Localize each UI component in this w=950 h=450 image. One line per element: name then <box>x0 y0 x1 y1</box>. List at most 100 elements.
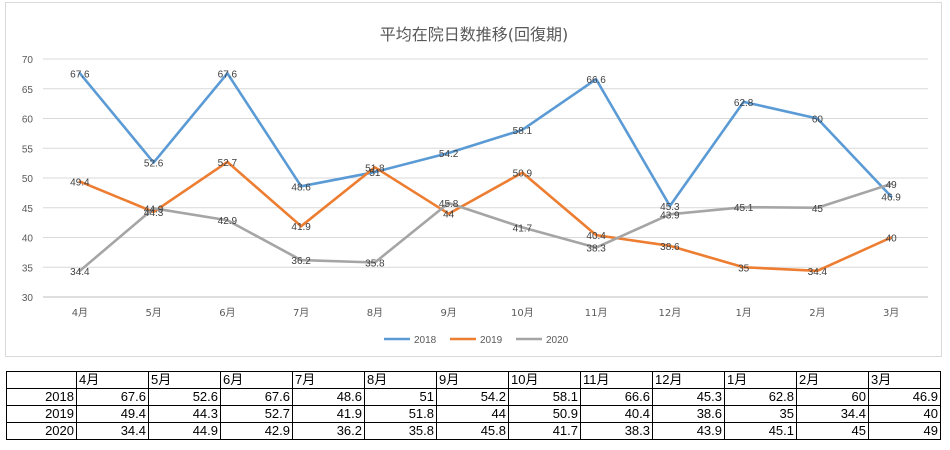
column-header: 10月 <box>508 371 581 389</box>
table-cell: 49 <box>868 422 941 440</box>
table-cell: 54.2 <box>436 388 509 406</box>
table-cell: 35.8 <box>364 422 437 440</box>
column-header: 4月 <box>76 371 149 389</box>
data-label: 50.9 <box>513 169 533 180</box>
series-line-2019 <box>78 160 893 273</box>
x-tick-label: 8月 <box>367 307 383 319</box>
data-label: 41.9 <box>291 222 311 233</box>
table-cell: 51.8 <box>364 405 437 423</box>
table-cell: 51 <box>364 388 437 406</box>
series-line-2020 <box>78 182 893 273</box>
x-tick-label: 1月 <box>735 307 751 319</box>
table-row: 2019 49.4 44.3 52.7 41.9 51.8 44 50.9 40… <box>6 405 941 423</box>
series-lines <box>78 71 893 273</box>
data-label: 45 <box>812 204 824 215</box>
table-corner-cell <box>6 371 77 389</box>
table-cell: 52.7 <box>220 405 293 423</box>
data-label: 48.6 <box>291 182 311 193</box>
column-header: 7月 <box>292 371 365 389</box>
table-cell: 45.3 <box>652 388 725 406</box>
table-cell: 67.6 <box>220 388 293 406</box>
table-cell: 42.9 <box>220 422 293 440</box>
data-label: 38.3 <box>586 244 606 255</box>
column-header: 6月 <box>220 371 293 389</box>
data-label: 58.1 <box>513 126 533 137</box>
row-label: 2020 <box>6 422 77 440</box>
data-label: 44 <box>443 210 455 221</box>
y-axis-ticks: 30 35 40 45 50 55 60 65 70 <box>22 55 34 304</box>
table-cell: 41.7 <box>508 422 581 440</box>
legend-label: 2019 <box>480 335 503 346</box>
table-cell: 34.4 <box>76 422 149 440</box>
data-table: 4月 5月 6月 7月 8月 9月 10月 11月 12月 1月 2月 3月 2… <box>6 371 941 440</box>
data-label: 42.9 <box>218 216 238 227</box>
table-cell: 50.9 <box>508 405 581 423</box>
data-label: 43.9 <box>660 210 680 221</box>
data-label: 35 <box>738 263 750 274</box>
table-cell: 60 <box>796 388 869 406</box>
y-tick-label: 70 <box>22 55 34 66</box>
data-label: 49.4 <box>70 178 90 189</box>
data-label: 41.7 <box>513 223 533 234</box>
data-label: 67.6 <box>70 69 90 80</box>
chart-area: 平均在院日数推移(回復期) 30 35 40 45 50 55 60 65 70 4月 5月 6月 7… <box>5 2 942 357</box>
y-tick-label: 35 <box>22 263 34 274</box>
table-cell: 67.6 <box>76 388 149 406</box>
data-label: 44.9 <box>144 204 164 215</box>
table-header-row: 4月 5月 6月 7月 8月 9月 10月 11月 12月 1月 2月 3月 <box>6 371 941 389</box>
table-cell: 58.1 <box>508 388 581 406</box>
data-labels: 67.6 52.6 67.6 48.6 51 54.2 58.1 66.6 45.3 62.8 60… <box>70 69 901 278</box>
column-header: 9月 <box>436 371 509 389</box>
table-cell: 40 <box>868 405 941 423</box>
table-cell: 45.8 <box>436 422 509 440</box>
column-header: 8月 <box>364 371 437 389</box>
legend: 2018 2019 2020 <box>384 335 569 346</box>
legend-label: 2020 <box>546 335 569 346</box>
y-tick-label: 40 <box>22 234 34 245</box>
column-header: 3月 <box>868 371 941 389</box>
table-cell: 66.6 <box>580 388 653 406</box>
legend-label: 2018 <box>414 335 437 346</box>
data-label: 40 <box>886 234 898 245</box>
row-label: 2019 <box>6 405 77 423</box>
column-header: 2月 <box>796 371 869 389</box>
data-label: 60 <box>812 115 824 126</box>
x-tick-label: 11月 <box>585 307 608 319</box>
data-label: 51.8 <box>365 163 385 174</box>
table-cell: 48.6 <box>292 388 365 406</box>
x-tick-label: 6月 <box>219 307 235 319</box>
data-label: 38.6 <box>660 242 680 253</box>
data-label: 52.7 <box>218 158 238 169</box>
row-label: 2018 <box>6 388 77 406</box>
table-cell: 35 <box>724 405 797 423</box>
table-cell: 62.8 <box>724 388 797 406</box>
data-label: 44.3 <box>144 208 164 219</box>
data-label: 34.4 <box>70 267 90 278</box>
table-cell: 49.4 <box>76 405 149 423</box>
x-tick-label: 5月 <box>145 307 161 319</box>
table-row: 2020 34.4 44.9 42.9 36.2 35.8 45.8 41.7 … <box>6 422 941 440</box>
column-header: 1月 <box>724 371 797 389</box>
x-tick-label: 9月 <box>440 307 456 319</box>
x-tick-label: 2月 <box>809 307 825 319</box>
data-label: 45.3 <box>660 202 680 213</box>
y-tick-label: 30 <box>22 293 34 304</box>
x-tick-label: 4月 <box>72 307 88 319</box>
data-label: 46.9 <box>881 192 901 203</box>
x-tick-label: 12月 <box>659 307 682 319</box>
table-cell: 45.1 <box>724 422 797 440</box>
table-cell: 38.3 <box>580 422 653 440</box>
line-chart: 平均在院日数推移(回復期) 30 35 40 45 50 55 60 65 70 4月 5月 6月 7… <box>22 25 928 346</box>
data-label: 51 <box>369 168 381 179</box>
y-tick-label: 60 <box>22 115 34 126</box>
data-label: 45.1 <box>734 203 754 214</box>
column-header: 5月 <box>148 371 221 389</box>
table-cell: 34.4 <box>796 405 869 423</box>
table-row: 2018 67.6 52.6 67.6 48.6 51 54.2 58.1 66… <box>6 388 941 406</box>
table-cell: 43.9 <box>652 422 725 440</box>
table-cell: 44.9 <box>148 422 221 440</box>
y-tick-label: 55 <box>22 144 34 155</box>
table-cell: 44 <box>436 405 509 423</box>
data-label: 54.2 <box>439 149 459 160</box>
grid-lines <box>43 58 928 298</box>
